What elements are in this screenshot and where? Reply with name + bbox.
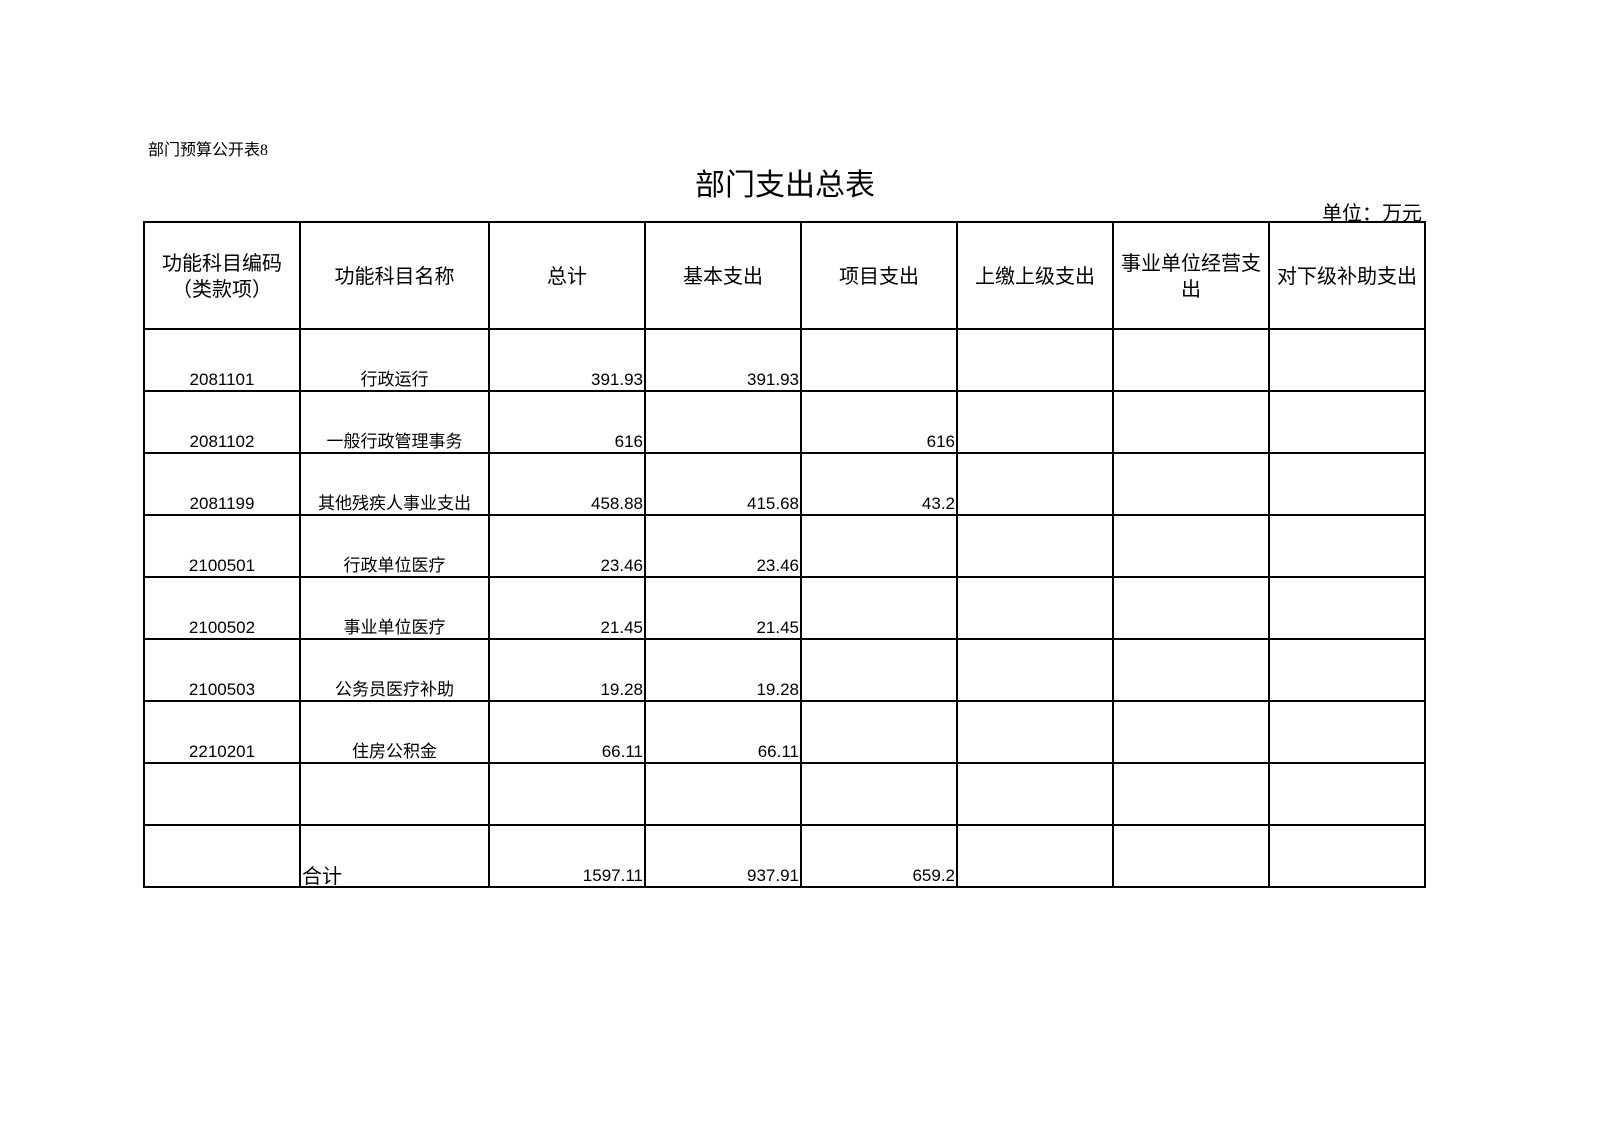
amount-cell	[956, 390, 1114, 454]
code-cell: 2081102	[143, 390, 301, 454]
amount-cell	[800, 328, 958, 392]
amount-cell: 43.2	[800, 452, 958, 516]
expenditure-table: 功能科目编码（类款项） 功能科目名称 总计 基本支出 项目支出 上缴上级支出 事业单位经营支…	[143, 221, 1426, 888]
table-row: 2100501 行政单位医疗 23.46 23.46	[143, 514, 1426, 578]
amount-cell	[1268, 514, 1426, 578]
amount-cell	[800, 762, 958, 826]
amount-cell: 659.2	[800, 824, 958, 888]
name-cell	[299, 762, 490, 826]
table-row: 2100502 事业单位医疗 21.45 21.45	[143, 576, 1426, 640]
table-row: 2210201 住房公积金 66.11 66.11	[143, 700, 1426, 764]
amount-cell	[956, 824, 1114, 888]
amount-cell	[1268, 328, 1426, 392]
amount-cell: 19.28	[644, 638, 802, 702]
amount-cell	[956, 514, 1114, 578]
amount-cell	[800, 576, 958, 640]
amount-cell	[644, 762, 802, 826]
amount-cell: 616	[488, 390, 646, 454]
code-cell	[143, 762, 301, 826]
amount-cell	[1112, 762, 1270, 826]
column-header: 对下级补助支出	[1268, 221, 1426, 330]
amount-cell	[956, 700, 1114, 764]
table-row: 2100503 公务员医疗补助 19.28 19.28	[143, 638, 1426, 702]
name-cell: 住房公积金	[299, 700, 490, 764]
amount-cell: 415.68	[644, 452, 802, 516]
amount-cell: 21.45	[488, 576, 646, 640]
amount-cell	[1112, 452, 1270, 516]
column-header: 功能科目编码（类款项）	[143, 221, 301, 330]
amount-cell	[956, 328, 1114, 392]
amount-cell	[1112, 390, 1270, 454]
table-row: 2081102 一般行政管理事务 616 616	[143, 390, 1426, 454]
amount-cell	[1112, 700, 1270, 764]
name-cell: 其他残疾人事业支出	[299, 452, 490, 516]
amount-cell: 458.88	[488, 452, 646, 516]
name-cell: 合计	[299, 824, 490, 888]
column-header: 基本支出	[644, 221, 802, 330]
amount-cell	[644, 390, 802, 454]
amount-cell	[488, 762, 646, 826]
column-header: 总计	[488, 221, 646, 330]
amount-cell	[1268, 576, 1426, 640]
amount-cell	[1268, 700, 1426, 764]
amount-cell	[1112, 514, 1270, 578]
name-cell: 一般行政管理事务	[299, 390, 490, 454]
code-cell: 2100503	[143, 638, 301, 702]
code-cell	[143, 824, 301, 888]
amount-cell: 23.46	[488, 514, 646, 578]
amount-cell	[800, 514, 958, 578]
amount-cell	[1268, 390, 1426, 454]
amount-cell	[956, 762, 1114, 826]
amount-cell	[1112, 824, 1270, 888]
header-row: 功能科目编码（类款项） 功能科目名称 总计 基本支出 项目支出 上缴上级支出 事业单位经营支…	[143, 221, 1426, 330]
amount-cell	[800, 638, 958, 702]
amount-cell	[1268, 638, 1426, 702]
amount-cell	[1268, 824, 1426, 888]
amount-cell: 937.91	[644, 824, 802, 888]
amount-cell	[800, 700, 958, 764]
table-row	[143, 762, 1426, 826]
amount-cell: 19.28	[488, 638, 646, 702]
code-cell: 2100501	[143, 514, 301, 578]
code-cell: 2210201	[143, 700, 301, 764]
amount-cell: 66.11	[644, 700, 802, 764]
name-cell: 事业单位医疗	[299, 576, 490, 640]
column-header: 项目支出	[800, 221, 958, 330]
code-cell: 2081101	[143, 328, 301, 392]
amount-cell: 21.45	[644, 576, 802, 640]
total-row: 合计 1597.11 937.91 659.2	[143, 824, 1426, 888]
amount-cell	[1112, 576, 1270, 640]
code-cell: 2100502	[143, 576, 301, 640]
amount-cell	[956, 576, 1114, 640]
amount-cell: 616	[800, 390, 958, 454]
table-row: 2081199 其他残疾人事业支出 458.88 415.68 43.2	[143, 452, 1426, 516]
column-header: 功能科目名称	[299, 221, 490, 330]
table-number-caption: 部门预算公开表8	[148, 142, 269, 159]
amount-cell	[1268, 452, 1426, 516]
page-title: 部门支出总表	[695, 168, 875, 203]
column-header: 上缴上级支出	[956, 221, 1114, 330]
amount-cell	[956, 452, 1114, 516]
amount-cell	[1268, 762, 1426, 826]
amount-cell	[956, 638, 1114, 702]
amount-cell: 23.46	[644, 514, 802, 578]
name-cell: 行政运行	[299, 328, 490, 392]
unit-label: 单位：万元	[1322, 201, 1422, 225]
column-header: 事业单位经营支出	[1112, 221, 1270, 330]
name-cell: 行政单位医疗	[299, 514, 490, 578]
amount-cell: 1597.11	[488, 824, 646, 888]
amount-cell	[1112, 328, 1270, 392]
amount-cell: 391.93	[644, 328, 802, 392]
amount-cell: 66.11	[488, 700, 646, 764]
table-row: 2081101 行政运行 391.93 391.93	[143, 328, 1426, 392]
name-cell: 公务员医疗补助	[299, 638, 490, 702]
code-cell: 2081199	[143, 452, 301, 516]
amount-cell: 391.93	[488, 328, 646, 392]
amount-cell	[1112, 638, 1270, 702]
